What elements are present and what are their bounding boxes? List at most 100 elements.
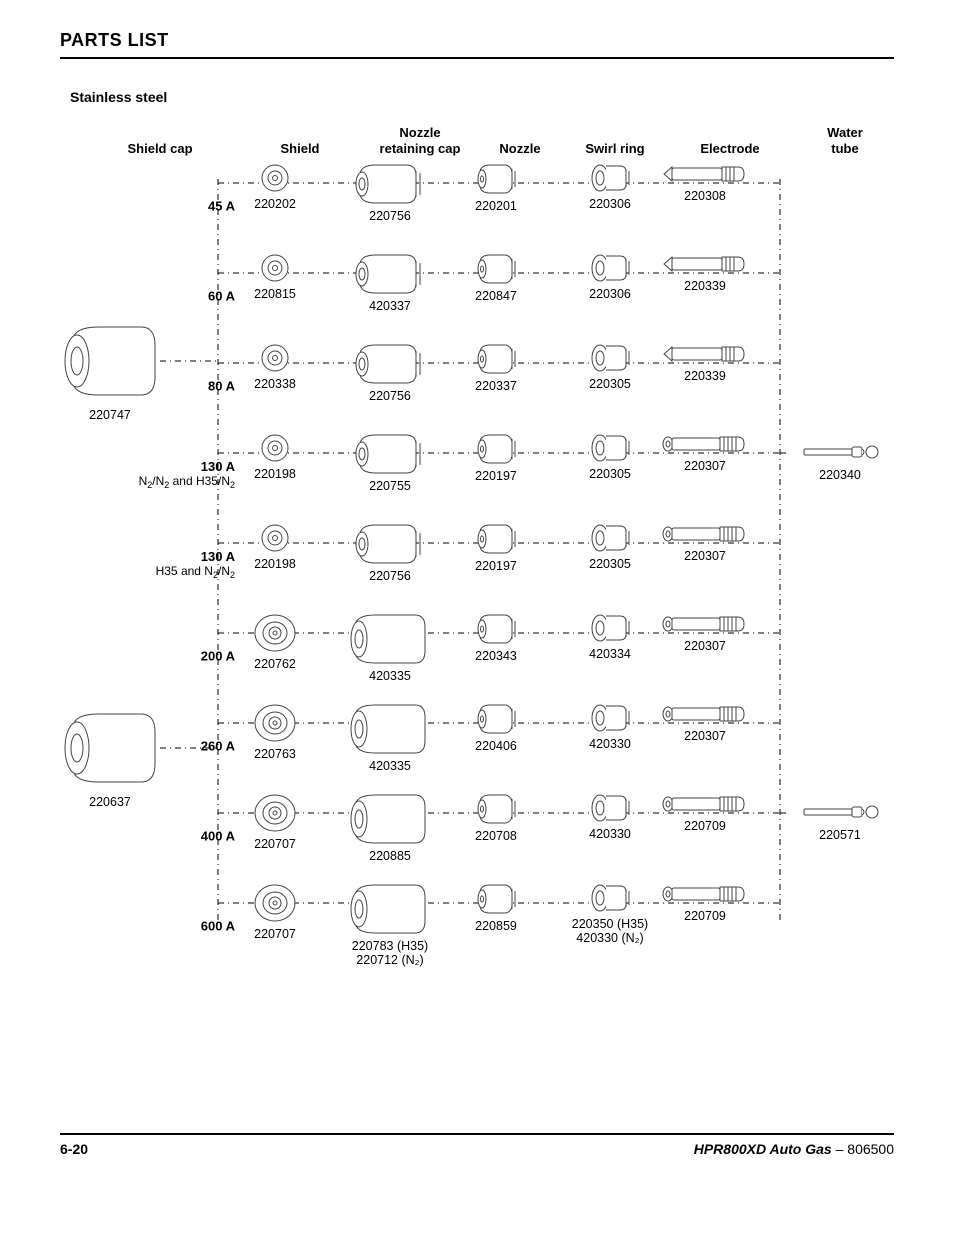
part-electrode: 220339 xyxy=(655,341,755,383)
part-electrode: 220308 xyxy=(655,161,755,203)
part-swirl: 220305 xyxy=(565,341,655,391)
part-swirl: 420334 xyxy=(565,611,655,661)
part-number: 220307 xyxy=(655,549,755,563)
part-electrode: 220307 xyxy=(655,611,755,653)
column-header-nozzle: Nozzle xyxy=(480,141,560,157)
material-subtitle: Stainless steel xyxy=(70,89,894,105)
part-electrode: 220307 xyxy=(655,431,755,473)
column-header-retcap: Nozzleretaining cap xyxy=(365,125,475,157)
row-label: 80 A xyxy=(208,379,235,394)
page-footer: 6-20 HPR800XD Auto Gas – 806500 xyxy=(60,1133,894,1157)
part-number: 220707 xyxy=(245,927,305,941)
part-water-tube: 220340 xyxy=(790,443,890,482)
part-nozzle: 220197 xyxy=(466,431,526,483)
parts-chart: Shield capShieldNozzleretaining capNozzl… xyxy=(60,117,890,1011)
part-retcap: 220756 xyxy=(340,521,440,583)
part-number: 220709 xyxy=(655,909,755,923)
part-shield-cap: 220747 xyxy=(50,321,170,422)
part-number: 220756 xyxy=(340,569,440,583)
parts-row: 130 AN2/N2 and H35/N2 220198 220755 220197 2… xyxy=(60,431,890,521)
part-number: 220755 xyxy=(340,479,440,493)
part-nozzle: 220406 xyxy=(466,701,526,753)
column-header-electrode: Electrode xyxy=(680,141,780,157)
part-number: 220350 (H35)420330 (N₂) xyxy=(565,917,655,945)
part-retcap: 420335 xyxy=(340,611,440,683)
part-swirl: 420330 xyxy=(565,701,655,751)
part-number: 220306 xyxy=(565,197,655,211)
parts-row: 60 A220815420337220847220306220339 xyxy=(60,251,890,341)
part-number: 220202 xyxy=(245,197,305,211)
part-number: 220406 xyxy=(466,739,526,753)
part-number: 220343 xyxy=(466,649,526,663)
row-label: 600 A xyxy=(201,919,235,934)
row-label: 400 A xyxy=(201,829,235,844)
part-number: 220306 xyxy=(565,287,655,301)
part-number: 220305 xyxy=(565,557,655,571)
part-number: 420330 xyxy=(565,737,655,751)
header-rule xyxy=(60,57,894,59)
row-label: 60 A xyxy=(208,289,235,304)
part-electrode: 220307 xyxy=(655,701,755,743)
column-header-swirl: Swirl ring xyxy=(570,141,660,157)
parts-row: 45 A220202220756220201220306220308 xyxy=(60,161,890,251)
part-number: 220197 xyxy=(466,469,526,483)
page-title: PARTS LIST xyxy=(60,30,894,51)
column-header-shield: Shield xyxy=(255,141,345,157)
part-number: 220859 xyxy=(466,919,526,933)
part-nozzle: 220337 xyxy=(466,341,526,393)
part-number: 220709 xyxy=(655,819,755,833)
part-number: 220707 xyxy=(245,837,305,851)
part-number: 220198 xyxy=(245,467,305,481)
part-nozzle: 220343 xyxy=(466,611,526,663)
part-number: 220885 xyxy=(340,849,440,863)
part-swirl: 420330 xyxy=(565,791,655,841)
part-number: 420335 xyxy=(340,669,440,683)
part-number: 220337 xyxy=(466,379,526,393)
part-number: 220338 xyxy=(245,377,305,391)
part-shield: 220198 xyxy=(245,521,305,571)
parts-row: 200 A220762420335220343420334220307 xyxy=(60,611,890,701)
part-retcap: 220756 xyxy=(340,341,440,403)
footer-dash: – xyxy=(832,1141,848,1157)
part-swirl: 220305 xyxy=(565,431,655,481)
part-number: 220340 xyxy=(790,468,890,482)
part-shield: 220707 xyxy=(245,881,305,941)
part-nozzle: 220859 xyxy=(466,881,526,933)
part-shield: 220202 xyxy=(245,161,305,211)
part-number: 220305 xyxy=(565,377,655,391)
part-number: 220763 xyxy=(245,747,305,761)
part-number: 220637 xyxy=(50,795,170,809)
part-electrode: 220709 xyxy=(655,791,755,833)
part-retcap: 220783 (H35)220712 (N₂) xyxy=(340,881,440,967)
part-shield: 220762 xyxy=(245,611,305,671)
part-number: 220307 xyxy=(655,639,755,653)
part-shield-cap: 220637 xyxy=(50,708,170,809)
footer-doc-ref: HPR800XD Auto Gas – 806500 xyxy=(694,1141,894,1157)
part-nozzle: 220197 xyxy=(466,521,526,573)
part-number: 420335 xyxy=(340,759,440,773)
part-retcap: 420335 xyxy=(340,701,440,773)
part-number: 220305 xyxy=(565,467,655,481)
part-retcap: 220885 xyxy=(340,791,440,863)
footer-docnum: 806500 xyxy=(847,1141,894,1157)
part-nozzle: 220708 xyxy=(466,791,526,843)
part-number: 220307 xyxy=(655,729,755,743)
part-water-tube: 220571 xyxy=(790,803,890,842)
part-number: 220783 (H35)220712 (N₂) xyxy=(340,939,440,967)
part-electrode: 220709 xyxy=(655,881,755,923)
part-number: 220198 xyxy=(245,557,305,571)
part-number: 220197 xyxy=(466,559,526,573)
parts-row: 130 AH35 and N2/N22201982207562201972203… xyxy=(60,521,890,611)
row-label: 130 AN2/N2 and H35/N2 xyxy=(139,459,235,493)
column-headers: Shield capShieldNozzleretaining capNozzl… xyxy=(60,117,890,161)
part-shield: 220763 xyxy=(245,701,305,761)
page-number: 6-20 xyxy=(60,1141,88,1157)
part-number: 220339 xyxy=(655,279,755,293)
part-shield: 220338 xyxy=(245,341,305,391)
part-electrode: 220307 xyxy=(655,521,755,563)
part-shield: 220198 xyxy=(245,431,305,481)
part-number: 220756 xyxy=(340,389,440,403)
part-number: 420330 xyxy=(565,827,655,841)
footer-model: HPR800XD Auto Gas xyxy=(694,1141,832,1157)
part-retcap: 220756 xyxy=(340,161,440,223)
